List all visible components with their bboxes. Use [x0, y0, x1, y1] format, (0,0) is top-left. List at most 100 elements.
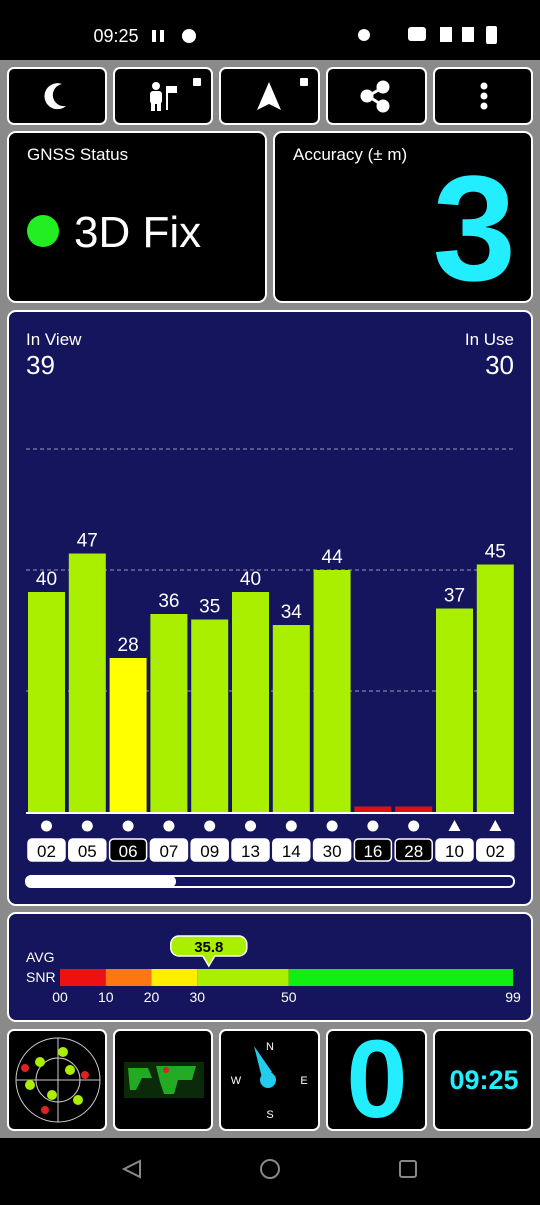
compass-n: N — [266, 1041, 274, 1053]
bar — [28, 592, 65, 812]
satellite-id: 10 — [445, 842, 464, 861]
bar — [150, 614, 188, 812]
snr-avg-pointer — [170, 935, 248, 968]
map-icon — [124, 1062, 204, 1098]
satellite-id: 02 — [486, 842, 505, 861]
constellation-marker — [448, 820, 461, 831]
nav-bar — [121, 1159, 417, 1179]
constellation-marker — [285, 820, 297, 832]
bar — [436, 608, 473, 812]
speed-tile[interactable] — [326, 1029, 427, 1131]
bar — [313, 570, 351, 812]
constellation-marker — [163, 820, 175, 832]
snr-band — [60, 969, 106, 986]
gnss-panel — [7, 131, 267, 303]
satellite-id-box — [231, 838, 270, 862]
satellite-id: 16 — [363, 842, 382, 861]
satellite-id-box — [108, 838, 148, 862]
clock-value: 09:25 — [449, 1065, 518, 1095]
value-label: 40 — [36, 569, 57, 590]
snr-tick-label: 20 — [144, 989, 160, 1005]
value-label: 28 — [118, 635, 139, 656]
accuracy-label: Accuracy (± m) — [293, 145, 407, 164]
satellite-id-box — [190, 838, 229, 862]
compass-e: E — [300, 1075, 307, 1087]
snr-band — [288, 969, 513, 986]
snr-label-top: AVG — [26, 949, 55, 965]
constellation-marker — [122, 820, 134, 832]
satellite-id-box — [68, 838, 107, 862]
value-label: 36 — [158, 591, 179, 612]
bar — [272, 625, 310, 812]
satellite-id-box — [476, 838, 515, 862]
compass-w: W — [231, 1075, 242, 1087]
satellite-id-box — [149, 838, 189, 862]
snr-tick-label: 00 — [52, 989, 68, 1005]
constellation-marker — [489, 820, 502, 831]
in-view-label: In View — [26, 330, 82, 349]
constellation-marker — [204, 820, 216, 832]
value-label: 45 — [485, 542, 506, 563]
menu-icon — [480, 82, 488, 110]
snr-tick-label: 10 — [98, 989, 114, 1005]
bar — [232, 592, 269, 812]
satellite-id: 05 — [78, 842, 97, 861]
accuracy-value: 3 — [433, 144, 516, 312]
satellite-id: 28 — [404, 842, 423, 861]
satellite-id: 02 — [37, 842, 56, 861]
bar — [68, 553, 106, 812]
snr-band — [197, 969, 289, 986]
satellite-id: 09 — [200, 842, 219, 861]
satellite-id: 13 — [241, 842, 260, 861]
satellite-id: 06 — [119, 842, 138, 861]
snr-tick-label: 50 — [281, 989, 297, 1005]
satellite-id-box — [272, 838, 311, 862]
bar — [395, 806, 433, 812]
in-use-value: 30 — [485, 350, 514, 380]
bar — [191, 619, 229, 812]
value-label: 40 — [240, 569, 261, 590]
value-label: 34 — [281, 602, 303, 623]
arrow-icon — [257, 78, 308, 110]
satellite-id-box — [435, 838, 474, 862]
value-label: 35 — [199, 597, 220, 618]
status-time: 09:25 — [93, 26, 138, 46]
tracker-button[interactable] — [113, 67, 213, 125]
constellation-marker — [81, 820, 93, 832]
snr-tick-label: 99 — [505, 989, 521, 1005]
satellite-id: 14 — [282, 842, 301, 861]
bar — [476, 564, 514, 812]
share-button[interactable] — [326, 67, 427, 125]
nav-recent[interactable] — [399, 1160, 417, 1178]
clock-tile[interactable] — [433, 1029, 533, 1131]
constellation-marker — [408, 820, 420, 832]
bottom-tiles: N E S W 0 09:25 — [7, 1018, 533, 1141]
satellite-id: 30 — [323, 842, 342, 861]
nav-home[interactable] — [260, 1159, 280, 1179]
snr-panel — [7, 912, 533, 1022]
constellation-marker — [41, 820, 52, 832]
in-use-label: In Use — [465, 330, 514, 349]
satellite-id-box — [312, 838, 352, 862]
in-view-value: 39 — [26, 350, 55, 380]
status-icons — [152, 26, 497, 44]
satellite-id-box — [353, 838, 393, 862]
share-icon — [360, 80, 390, 113]
bar — [354, 806, 392, 812]
value-label: 44 — [322, 547, 344, 568]
compass-icon — [254, 1046, 276, 1088]
fix-indicator — [27, 215, 59, 247]
constellation-marker — [326, 820, 338, 832]
satellite-id: 07 — [159, 842, 178, 861]
moon-icon — [44, 83, 66, 110]
accuracy-panel — [273, 131, 533, 303]
night-mode-button[interactable] — [7, 67, 107, 125]
person-icon — [150, 78, 201, 111]
toolbar — [7, 67, 533, 125]
scrollbar-thumb[interactable] — [26, 876, 176, 887]
snr-label-bottom: SNR — [26, 969, 56, 985]
nav-back[interactable] — [121, 1159, 141, 1179]
snr-tick-label: 30 — [189, 989, 205, 1005]
radar-icon — [15, 1037, 101, 1123]
